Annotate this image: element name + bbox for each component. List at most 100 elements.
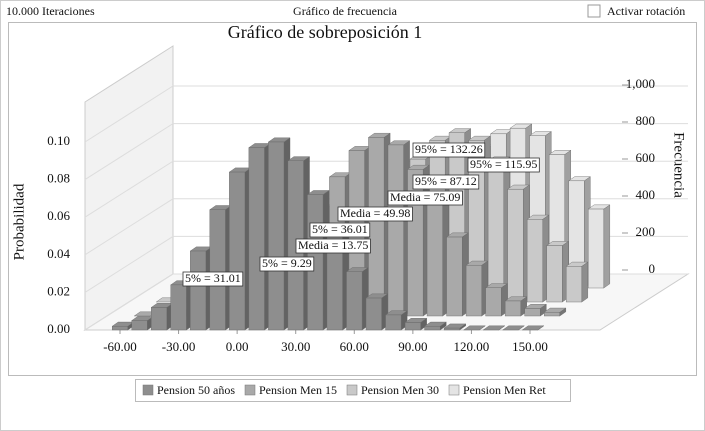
bar-front — [424, 326, 441, 331]
x-tick-label: 90.00 — [398, 339, 427, 354]
bar — [543, 307, 567, 317]
x-tick-label: 60.00 — [340, 339, 369, 354]
bar — [384, 310, 408, 331]
y2-tick-label: 200 — [636, 224, 656, 239]
bar — [524, 303, 547, 317]
annotation-box — [387, 190, 463, 206]
annotation: Media = 49.98 — [340, 206, 410, 220]
annotation-box — [259, 256, 315, 272]
legend-swatch — [142, 384, 154, 396]
annotation: Media = 13.75 — [298, 238, 368, 252]
bar — [487, 156, 511, 303]
bar — [502, 325, 525, 331]
y2-tick-label: 400 — [636, 187, 656, 202]
grid-line — [84, 85, 688, 143]
bar-front — [151, 307, 168, 331]
bar-front — [111, 326, 129, 331]
x-tick-label: 120.00 — [454, 339, 490, 354]
bar-front — [248, 147, 265, 331]
rotate-checkbox[interactable] — [587, 4, 601, 18]
y2-tick-label: 800 — [636, 113, 656, 128]
x-tick-label: 0.00 — [226, 339, 249, 354]
bar-front — [507, 188, 524, 303]
bar — [248, 143, 272, 331]
bar-front — [487, 160, 504, 303]
bar-front — [565, 266, 583, 303]
x-tick-label: -60.00 — [103, 339, 137, 354]
bar-side — [581, 261, 589, 303]
bar-front — [365, 297, 382, 331]
bar-front — [443, 327, 460, 331]
bar-front — [485, 287, 502, 317]
bar — [465, 260, 489, 317]
bar — [367, 132, 391, 317]
y-tick-label: 0.02 — [47, 283, 70, 298]
bar — [568, 176, 591, 289]
bar-front — [465, 265, 482, 317]
bar-front — [504, 300, 521, 317]
bar-front — [546, 245, 563, 303]
bar-top — [502, 325, 525, 331]
bar-front — [385, 314, 402, 331]
bar — [443, 323, 467, 331]
annotation-box — [412, 142, 486, 158]
bar-front — [368, 137, 385, 317]
bar — [526, 214, 550, 303]
legend-label: Pension 50 años — [157, 383, 235, 397]
legend-swatch — [244, 384, 256, 396]
bar-front — [524, 308, 541, 317]
annotation: 95% = 87.12 — [415, 174, 477, 188]
bar-front — [426, 202, 443, 317]
bar — [423, 321, 447, 331]
y2-axis-label: Frecuencia — [671, 132, 687, 198]
bar — [365, 293, 389, 331]
bar-top — [482, 325, 506, 331]
bar-front — [268, 141, 285, 331]
bar — [170, 280, 194, 331]
y-tick-label: 0.10 — [47, 133, 70, 148]
iterations: 10.000 Iteraciones — [6, 4, 95, 18]
annotation-box — [467, 157, 540, 173]
legend-label: Pension Men Ret — [463, 383, 546, 397]
annotation-box — [182, 271, 244, 287]
y-tick-label: 0.08 — [47, 171, 70, 186]
x-tick-label: -30.00 — [162, 339, 196, 354]
grid-line — [84, 123, 688, 181]
y-axis-label: Probabilidad — [11, 183, 27, 260]
bar — [150, 302, 174, 331]
bar-front — [131, 320, 148, 331]
bar — [189, 246, 213, 331]
bar — [546, 241, 569, 303]
bar — [484, 283, 508, 317]
bar — [228, 167, 252, 331]
bar-top — [462, 325, 486, 331]
bar — [445, 232, 469, 317]
bar-front — [190, 250, 207, 331]
bar — [426, 198, 450, 317]
legend-swatch — [448, 384, 460, 396]
chart-title: Gráfico de sobreposición 1 — [228, 22, 422, 42]
bar-front — [407, 169, 424, 317]
bar — [131, 316, 154, 331]
bar-front — [446, 236, 463, 317]
bar — [521, 325, 545, 331]
bar-front — [404, 322, 421, 331]
annotation: 5% = 31.01 — [185, 271, 241, 285]
rotate-label[interactable]: Activar rotación — [607, 4, 685, 18]
bar-side — [603, 204, 611, 289]
annotation: 5% = 9.29 — [262, 256, 312, 270]
x-tick-label: 150.00 — [512, 339, 548, 354]
bar — [504, 296, 528, 317]
bar — [404, 317, 428, 331]
view-title: Gráfico de frecuencia — [293, 4, 398, 18]
bar-front — [587, 208, 605, 289]
annotation: 95% = 132.26 — [415, 142, 483, 156]
bar — [482, 325, 506, 331]
legend-label: Pension Men 30 — [361, 383, 439, 397]
bar-front — [346, 271, 363, 331]
annotation-box — [337, 206, 413, 222]
bar — [565, 261, 589, 303]
bar — [506, 184, 530, 303]
x-tick-label: 30.00 — [281, 339, 310, 354]
